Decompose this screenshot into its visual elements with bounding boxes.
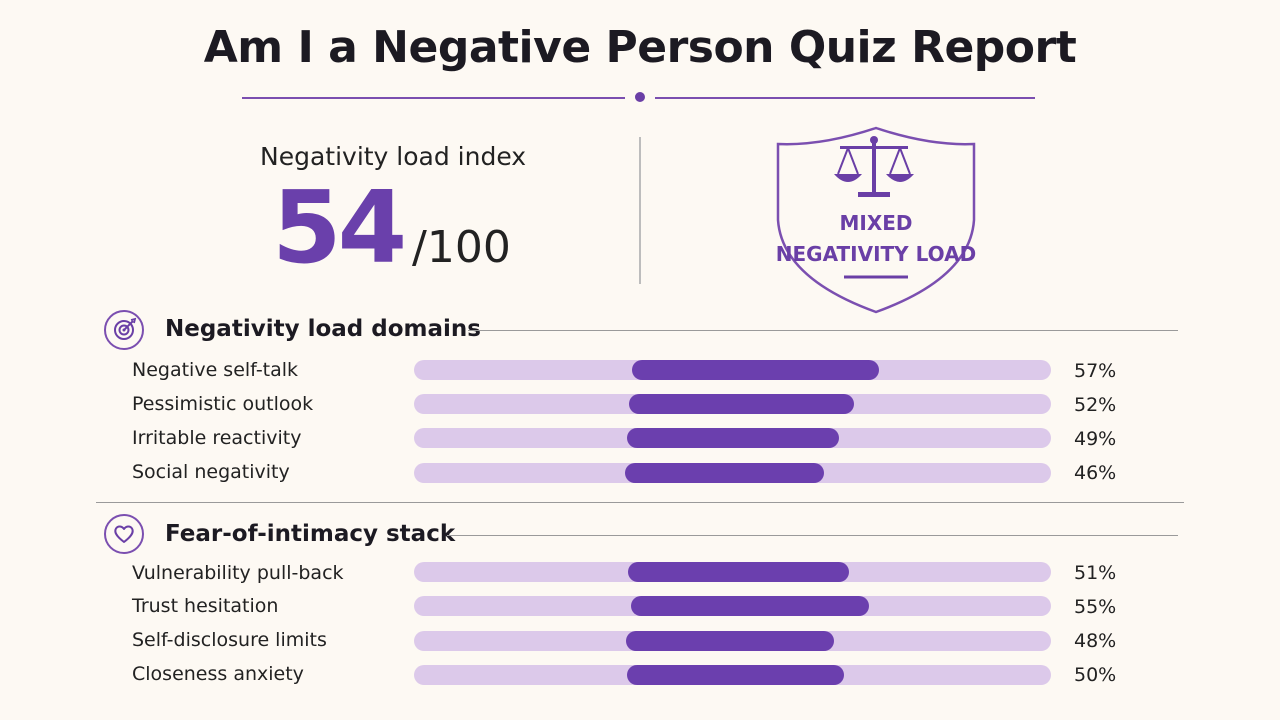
row-percent: 49% [1074, 428, 1117, 450]
page-title: Am I a Negative Person Quiz Report [203, 22, 1077, 73]
bar-fill [632, 360, 880, 380]
row-label: Negative self-talk [132, 359, 299, 381]
bar-track [414, 665, 1051, 685]
row-label: Trust hesitation [132, 595, 279, 617]
row-label: Self-disclosure limits [132, 629, 327, 651]
badge-label: MIXED NEGATIVITY LOAD [775, 211, 977, 266]
index-label: Negativity load index [260, 142, 527, 171]
bar-track [414, 360, 1051, 380]
index-score: 54 [272, 169, 407, 286]
row-label: Vulnerability pull-back [132, 562, 344, 584]
header-divider [639, 137, 641, 284]
row-percent: 51% [1074, 562, 1117, 584]
bar-fill [630, 596, 870, 616]
bar-track [414, 394, 1051, 414]
bar-track [414, 463, 1051, 483]
row-percent: 46% [1074, 462, 1117, 484]
index-score-max: /100 [412, 222, 511, 273]
row-label: Closeness anxiety [132, 663, 304, 685]
title-rule-left [242, 97, 625, 99]
bar-fill [627, 665, 844, 685]
bar-fill [628, 562, 849, 582]
section-title-domains: Negativity load domains [165, 316, 481, 342]
scales-icon [834, 136, 914, 197]
row-percent: 55% [1074, 596, 1117, 618]
bar-fill [628, 394, 855, 414]
section-rule-intimacy [447, 535, 1178, 536]
row-percent: 50% [1074, 664, 1117, 686]
heart-icon [104, 514, 144, 554]
section-rule-domains [468, 330, 1178, 331]
section-divider [96, 502, 1184, 503]
row-percent: 57% [1074, 360, 1117, 382]
row-label: Pessimistic outlook [132, 393, 314, 415]
bar-fill [625, 631, 834, 651]
row-label: Social negativity [132, 461, 290, 483]
row-label: Irritable reactivity [132, 427, 302, 449]
title-rule-dot [635, 92, 645, 102]
section-title-intimacy: Fear-of-intimacy stack [165, 521, 456, 547]
bar-track [414, 596, 1051, 616]
target-icon [104, 310, 144, 350]
row-percent: 52% [1074, 394, 1117, 416]
bar-track [414, 562, 1051, 582]
bar-track [414, 631, 1051, 651]
bar-fill [624, 463, 824, 483]
result-badge [776, 126, 976, 314]
bar-fill [626, 428, 839, 448]
title-rule-right [655, 97, 1035, 99]
row-percent: 48% [1074, 630, 1117, 652]
bar-track [414, 428, 1051, 448]
